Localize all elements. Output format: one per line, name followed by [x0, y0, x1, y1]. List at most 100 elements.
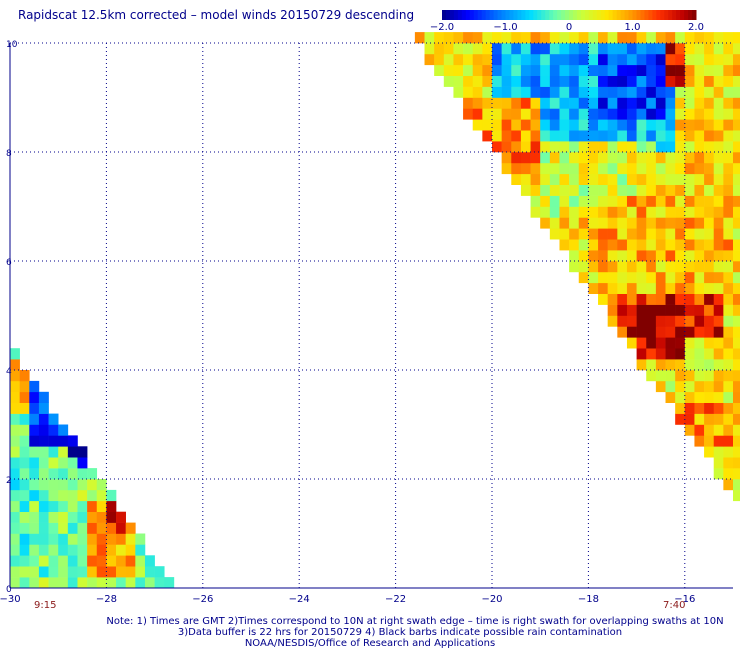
heatmap-cell — [684, 315, 695, 327]
heatmap-cell — [530, 130, 541, 142]
heatmap-cell — [626, 141, 637, 153]
heatmap-cell — [588, 250, 599, 262]
footnote-line-3: NOAA/NESDIS/Office of Research and Appli… — [244, 638, 496, 649]
heatmap-cell — [607, 108, 618, 120]
heatmap-cell — [530, 184, 541, 196]
heatmap-cell — [472, 97, 483, 109]
heatmap-cell — [704, 391, 715, 403]
heatmap-cell — [626, 64, 637, 76]
heatmap-cell — [646, 195, 657, 207]
heatmap-cell — [665, 119, 676, 131]
colorbar-segment — [684, 10, 689, 20]
heatmap-cell — [87, 511, 98, 523]
heatmap-cell — [626, 337, 637, 349]
heatmap-cell — [733, 391, 740, 403]
heatmap-cell — [106, 489, 117, 502]
heatmap-cell — [135, 577, 146, 589]
heatmap-cell — [492, 53, 502, 66]
heatmap-cell — [559, 173, 570, 185]
heatmap-cell — [665, 152, 676, 164]
heatmap-cell — [569, 162, 580, 175]
heatmap-cell — [675, 228, 686, 240]
heatmap-cell — [655, 75, 666, 87]
heatmap-cell — [655, 152, 666, 164]
colorbar: −2.0 −1.0 0 1.0 2.0 — [430, 10, 704, 33]
heatmap-cell — [530, 152, 541, 164]
heatmap-cell — [704, 402, 715, 414]
colorbar-segment — [604, 10, 610, 20]
heatmap-cell — [713, 228, 724, 240]
heatmap-cell — [733, 293, 740, 305]
heatmap-cell — [48, 500, 59, 512]
heatmap-cell — [675, 108, 686, 120]
heatmap-cell — [655, 239, 666, 251]
heatmap-cell — [665, 195, 676, 207]
heatmap-cell — [704, 370, 715, 382]
heatmap-cell — [38, 391, 49, 403]
heatmap-cell — [116, 522, 126, 534]
heatmap-cell — [434, 64, 445, 76]
colorbar-tick-label: 1.0 — [625, 22, 641, 33]
heatmap-cell — [482, 75, 493, 87]
heatmap-cell — [713, 271, 724, 284]
heatmap-cell — [733, 457, 740, 469]
colorbar-segment — [553, 10, 558, 20]
heatmap-cell — [434, 32, 445, 44]
heatmap-cell — [713, 413, 724, 425]
heatmap-cell — [549, 217, 560, 229]
heatmap-cell — [29, 424, 40, 436]
heatmap-cell — [704, 64, 715, 76]
heatmap-cell — [540, 32, 551, 44]
heatmap-cell — [723, 380, 734, 393]
colorbar-segment — [545, 10, 550, 20]
heatmap-cell — [646, 282, 657, 294]
heatmap-cell — [723, 32, 734, 44]
heatmap-cell — [67, 522, 78, 534]
heatmap-cell — [713, 304, 724, 316]
heatmap-cell — [106, 511, 117, 523]
heatmap-cell — [713, 282, 724, 294]
heatmap-cell — [646, 53, 657, 66]
heatmap-cell — [704, 86, 715, 98]
heatmap-cell — [10, 446, 20, 458]
heatmap-cell — [598, 141, 608, 153]
heatmap-cell — [694, 315, 705, 327]
heatmap-cell — [723, 359, 734, 371]
heatmap-cell — [713, 173, 724, 185]
heatmap-cell — [19, 446, 30, 458]
heatmap-cell — [48, 457, 59, 469]
heatmap-cell — [665, 282, 676, 294]
heatmap-cell — [684, 424, 695, 436]
heatmap-cell — [646, 206, 657, 218]
heatmap-cell — [549, 162, 560, 175]
heatmap-cell — [588, 32, 599, 44]
heatmap-cell — [607, 130, 618, 142]
heatmap-cell — [463, 43, 474, 55]
heatmap-cell — [646, 119, 657, 131]
heatmap-cell — [540, 43, 551, 55]
heatmap-cell — [77, 544, 88, 556]
heatmap-cell — [626, 250, 637, 262]
heatmap-cell — [733, 359, 740, 371]
heatmap-cell — [617, 239, 628, 251]
heatmap-cell — [453, 53, 464, 66]
heatmap-cell — [67, 555, 78, 567]
heatmap-cell — [87, 555, 98, 567]
heatmap-cell — [636, 108, 647, 120]
heatmap-cell — [530, 86, 541, 98]
heatmap-cell — [655, 348, 666, 360]
heatmap-cell — [723, 271, 734, 284]
heatmap-cell — [58, 457, 69, 469]
colorbar-segment — [469, 10, 475, 20]
heatmap-cell — [694, 239, 705, 251]
heatmap-cell — [48, 577, 59, 589]
heatmap-cell — [598, 228, 608, 240]
x-tick-label: −22 — [385, 594, 406, 605]
colorbar-segment — [668, 10, 673, 20]
heatmap-cell — [10, 566, 20, 578]
heatmap-cell — [704, 141, 715, 153]
colorbar-segment — [628, 10, 633, 20]
heatmap-cell — [665, 86, 676, 98]
heatmap-cell — [675, 152, 686, 164]
heatmap-cell — [607, 184, 618, 196]
